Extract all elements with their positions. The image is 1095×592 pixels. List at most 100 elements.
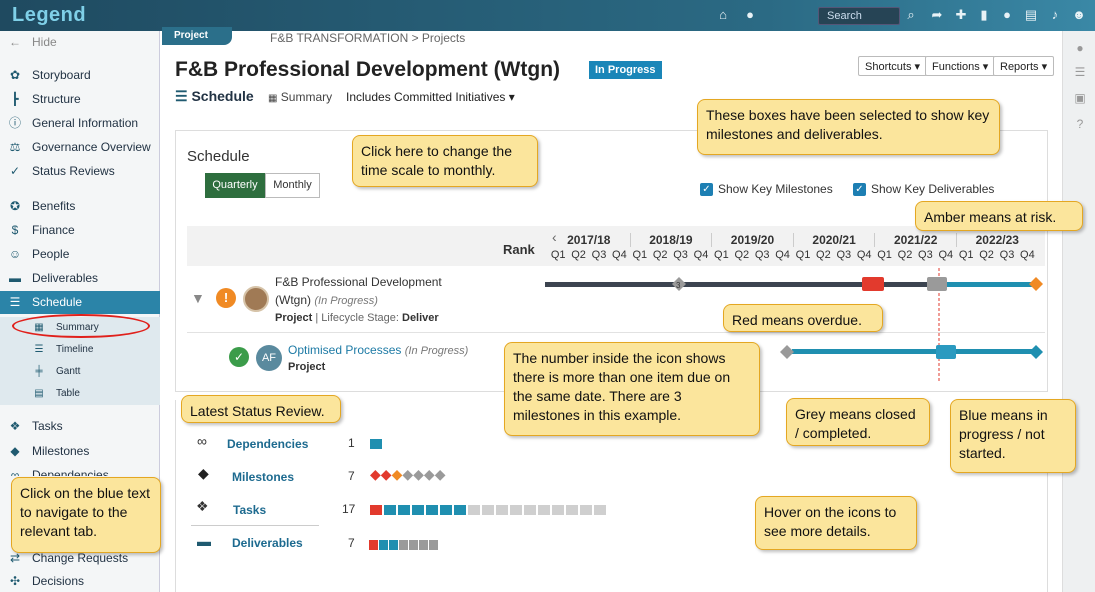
deliverable-grey-icon[interactable]: [399, 539, 408, 550]
sidebar-item-governance-overview[interactable]: ⚖ Governance Overview: [0, 136, 160, 158]
schedule-heading: Schedule: [187, 148, 250, 165]
schedule-nav[interactable]: ☰ Schedule: [175, 88, 254, 105]
task-status-icon[interactable]: [566, 504, 578, 515]
row2-grey-milestone-icon[interactable]: [780, 345, 794, 359]
milestone-grey-icon[interactable]: ◆: [434, 466, 446, 482]
sidebar-item-storyboard[interactable]: ✿ Storyboard: [0, 64, 160, 86]
quarterly-button[interactable]: Quarterly: [205, 173, 265, 198]
sidebar-item-general-information[interactable]: ⓘ General Information: [0, 112, 160, 134]
grey-deliverable-icon[interactable]: [927, 277, 947, 291]
expand-icon[interactable]: ▼: [191, 290, 205, 306]
deliverable-blue-icon[interactable]: [379, 539, 388, 550]
quarter-label: Q3: [754, 249, 770, 261]
task-status-icon[interactable]: [454, 504, 466, 515]
task-status-icon[interactable]: [468, 504, 480, 515]
highlight-ellipse: [12, 314, 150, 338]
sidebar-item-deliverables[interactable]: ▬ Deliverables: [0, 267, 160, 289]
sidebar-item-status-reviews[interactable]: ✓ Status Reviews: [0, 160, 160, 182]
sidebar-hide[interactable]: ← Hide: [0, 31, 160, 53]
sidebar-sub-table[interactable]: ▤ Table: [0, 383, 160, 405]
share-icon[interactable]: ➦: [931, 7, 943, 22]
sidebar-item-benefits[interactable]: ✪ Benefits: [0, 195, 160, 217]
show-milestones-label: Show Key Milestones: [718, 182, 833, 196]
task-status-icon[interactable]: [398, 504, 410, 515]
reports-button[interactable]: Reports ▾: [993, 56, 1055, 76]
tasks-link[interactable]: Tasks: [233, 503, 267, 517]
task-status-icon[interactable]: [412, 504, 424, 515]
task-status-icon[interactable]: [510, 504, 522, 515]
sidebar-item-tasks[interactable]: ❖ Tasks: [0, 415, 160, 437]
task-status-icon[interactable]: [426, 504, 438, 515]
blue-milestone-icon[interactable]: [1029, 345, 1043, 359]
task-status-icon[interactable]: [370, 504, 382, 515]
status-ok-icon[interactable]: ✓: [229, 347, 249, 367]
search-input[interactable]: Search: [818, 7, 900, 25]
deliverable-grey-icon[interactable]: [429, 539, 438, 550]
task-status-icon[interactable]: [524, 504, 536, 515]
sidebar-item-people[interactable]: ☺ People: [0, 243, 160, 265]
milestone-red-icon[interactable]: ◆: [370, 466, 381, 482]
bell-icon[interactable]: ♪: [1051, 7, 1059, 22]
task-status-icon[interactable]: [440, 504, 452, 515]
add-icon[interactable]: ✚: [955, 7, 967, 22]
deliverable-red-icon[interactable]: [369, 539, 378, 550]
shortcuts-button[interactable]: Shortcuts ▾: [858, 56, 928, 76]
deliverables-link[interactable]: Deliverables: [232, 536, 303, 550]
dependency-icon[interactable]: [370, 438, 382, 449]
filter-dropdown[interactable]: Includes Committed Initiatives ▾: [346, 90, 515, 104]
summary-nav[interactable]: ▦ Summary: [268, 90, 332, 104]
comment-icon[interactable]: ●: [1076, 41, 1084, 55]
task-status-icon[interactable]: [496, 504, 508, 515]
quarter-label: Q4: [856, 249, 872, 261]
bookmark-icon[interactable]: ▮: [980, 7, 988, 22]
milestone-grey-icon[interactable]: ◆: [413, 466, 424, 482]
row2-link[interactable]: Optimised Processes: [288, 343, 402, 357]
task-status-icon[interactable]: [482, 504, 494, 515]
list-icon[interactable]: ☰: [1074, 65, 1086, 79]
milestone-grey-icon[interactable]: ◆: [402, 466, 414, 482]
sidebar-sub-timeline[interactable]: ☰ Timeline: [0, 339, 160, 361]
sidebar-item-decisions[interactable]: ✣ Decisions: [0, 570, 160, 592]
show-deliverables-checkbox[interactable]: ✓ Show Key Deliverables: [853, 182, 994, 197]
warning-icon[interactable]: !: [216, 288, 236, 308]
amber-milestone-icon[interactable]: [1029, 277, 1043, 291]
project-tab[interactable]: Project: [162, 27, 232, 45]
grey-milestone-icon[interactable]: [672, 277, 686, 291]
task-status-icon[interactable]: [384, 504, 396, 515]
red-deliverable-icon[interactable]: [862, 277, 884, 291]
deliverable-grey-icon[interactable]: [419, 539, 428, 550]
task-status-icon[interactable]: [580, 504, 592, 515]
user-icon[interactable]: ☻: [1072, 7, 1086, 22]
milestone-red-icon[interactable]: ◆: [380, 466, 392, 482]
help-icon[interactable]: ?: [1076, 117, 1084, 131]
milestone-grey-icon[interactable]: ◆: [423, 466, 435, 482]
search-icon[interactable]: ⌕: [907, 7, 915, 22]
quarter-label: Q2: [816, 249, 831, 261]
note-grey: Grey means closed / completed.: [786, 398, 930, 446]
monthly-button[interactable]: Monthly: [265, 173, 320, 198]
lock-icon[interactable]: ▣: [1074, 91, 1086, 105]
chat-icon[interactable]: ●: [1003, 7, 1011, 22]
globe-icon[interactable]: ●: [746, 7, 754, 22]
milestones-link[interactable]: Milestones: [232, 470, 295, 484]
show-milestones-checkbox[interactable]: ✓ Show Key Milestones: [700, 182, 833, 197]
deliverable-blue-icon[interactable]: [389, 539, 398, 550]
sidebar-sub-gantt[interactable]: ╪ Gantt: [0, 361, 160, 383]
sidebar-item-finance[interactable]: $ Finance: [0, 219, 160, 241]
home-icon[interactable]: ⌂: [719, 7, 727, 22]
sidebar-item-structure[interactable]: ┣ Structure: [0, 88, 160, 110]
dependencies-link[interactable]: Dependencies: [227, 437, 309, 451]
deliverable-grey-icon[interactable]: [409, 539, 418, 550]
row1-name[interactable]: F&B Professional Development: [275, 275, 442, 289]
sidebar-item-change-requests[interactable]: ⇄ Change Requests: [0, 547, 160, 569]
chevron-left-icon[interactable]: ‹: [552, 229, 557, 245]
task-status-icon[interactable]: [594, 504, 606, 515]
blue-deliverable-icon[interactable]: [936, 345, 956, 359]
task-status-icon[interactable]: [552, 504, 564, 515]
task-status-icon[interactable]: [538, 504, 550, 515]
document-icon[interactable]: ▤: [1024, 7, 1038, 22]
milestone-amber-icon[interactable]: ◆: [391, 466, 403, 482]
sidebar-item-schedule[interactable]: ☰ Schedule: [0, 291, 160, 314]
sidebar-item-milestones[interactable]: ◆ Milestones: [0, 440, 160, 462]
sidebar-item-dependencies[interactable]: ∞ Dependencies: [0, 464, 160, 476]
